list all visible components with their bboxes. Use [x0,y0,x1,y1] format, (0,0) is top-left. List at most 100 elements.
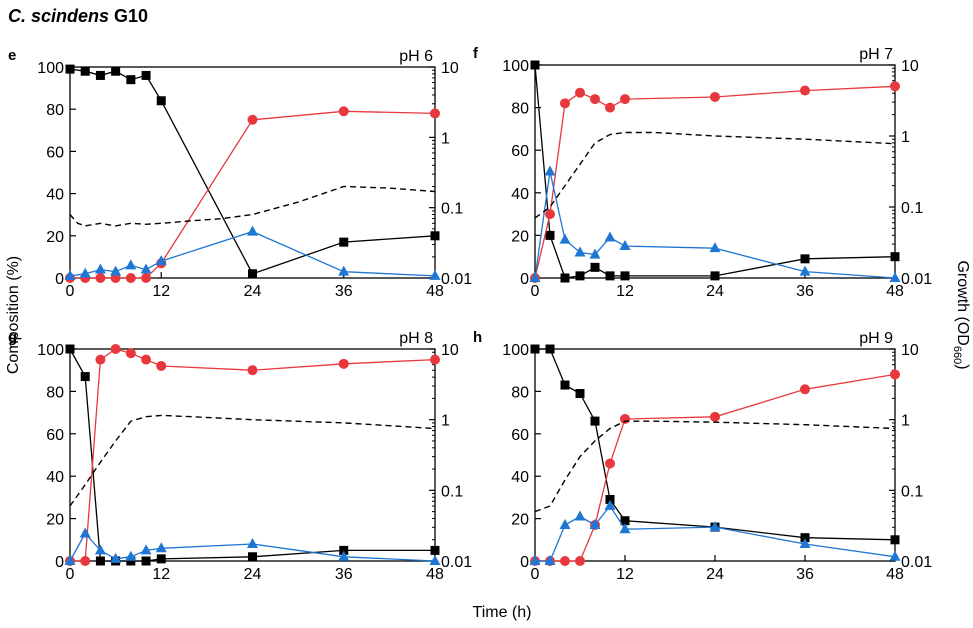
data-point-triangle [544,165,556,176]
data-point-circle [125,348,136,359]
data-point-triangle [125,259,137,270]
series-line-square [69,68,436,275]
data-point-square [800,254,810,264]
y-tick-label: 40 [46,187,64,204]
x-tick-label: 0 [66,566,75,583]
data-point-triangle [604,499,616,510]
y-tick-label: 20 [46,229,64,246]
ph-annotation: pH 9 [859,330,893,347]
data-point-circle [800,85,810,96]
y-tick-label: 100 [502,342,529,359]
data-point-triangle [79,267,91,278]
data-point-square [141,556,151,566]
panel-letter: g [8,329,17,346]
y-tick-label: 20 [511,228,529,245]
plot-frame [69,66,436,279]
panel-g: 0 12 24 36 48 0 20 40 60 80 100 0.01 0.1 1 10 g pH 8 [8,329,472,583]
y2-tick-label: 1 [441,413,450,430]
data-point-triangle [574,510,586,521]
data-point-square [65,344,75,354]
data-point-square [575,389,585,399]
data-point-triangle [110,552,122,563]
data-point-triangle [110,265,122,276]
y2-tick-label: 1 [441,130,450,147]
data-point-circle [141,354,152,365]
y-tick-label: 0 [520,554,529,571]
data-point-triangle [589,248,601,259]
x-tick-label: 36 [335,566,353,583]
data-point-triangle [574,246,586,257]
y-tick-label: 80 [46,102,64,119]
series-line-triangle [535,504,896,562]
data-point-triangle [140,263,152,274]
data-point-square [339,237,349,247]
growth-curve [534,420,896,513]
y-tick-label: 20 [46,512,64,529]
data-point-square [126,75,136,85]
y2-tick-label: 1 [901,129,910,146]
y2-tick-label: 0.1 [441,483,463,500]
data-point-triangle [559,233,571,244]
x-tick-label: 48 [886,566,904,583]
data-point-circle [125,273,136,283]
x-tick-label: 12 [616,566,634,583]
x-tick-label: 48 [426,283,444,300]
data-point-triangle [338,265,350,276]
data-point-square [339,545,349,555]
data-point-circle [575,556,585,566]
data-point-circle [430,108,440,119]
data-point-circle [620,94,630,105]
y-tick-label: 80 [511,384,529,401]
data-point-triangle [79,527,91,538]
data-point-triangle [247,225,258,236]
data-point-circle [141,273,152,283]
series-line-triangle [534,171,896,279]
data-point-circle [710,91,720,102]
series-line-circle [70,348,436,562]
y2-tick-label: 1 [901,413,910,430]
y-tick-label: 100 [37,60,64,77]
y-tick-label: 40 [46,469,64,486]
data-point-square [126,556,136,566]
data-point-square [248,552,257,562]
panel-f: 0 12 24 36 48 0 20 40 60 80 100 0.01 0.1 1 10 f pH 7 [473,45,932,300]
x-tick-label: 36 [335,283,353,300]
y2-tick-label: 0.01 [901,271,932,288]
panel-letter: h [473,329,482,346]
y2-tick-label: 10 [901,58,919,75]
data-point-triangle [529,272,541,282]
growth-curve [69,185,436,227]
data-point-square [575,271,585,281]
data-point-circle [890,81,900,92]
data-point-triangle [94,263,106,274]
y-tick-label: 60 [511,427,529,444]
x-tick-label: 24 [244,283,262,300]
data-point-square [620,271,630,281]
data-point-triangle [799,265,811,276]
x-tick-label: 24 [244,566,262,583]
y-tick-label: 60 [511,143,529,160]
series-line-square [69,348,435,562]
data-point-triangle [889,272,901,282]
x-tick-label: 48 [886,283,904,300]
data-point-circle [247,114,258,125]
x-axis-label: Time (h) [473,604,532,621]
y-tick-label: 60 [46,427,64,444]
data-point-circle [156,360,167,371]
x-tick-label: 36 [796,566,814,583]
data-point-triangle [338,550,350,561]
x-tick-label: 0 [531,283,540,300]
data-point-triangle [155,255,167,266]
y2-tick-label: 0.01 [441,554,472,571]
y2-tick-label: 10 [441,60,459,77]
x-tick-label: 24 [706,283,724,300]
data-point-circle [430,354,440,365]
y-tick-label: 100 [37,342,64,359]
data-point-circle [605,102,615,113]
data-point-circle [620,413,630,424]
y-tick-label: 80 [511,101,529,118]
y2-tick-label: 10 [441,342,459,359]
series-line-square [534,64,896,279]
data-point-square [95,556,105,566]
